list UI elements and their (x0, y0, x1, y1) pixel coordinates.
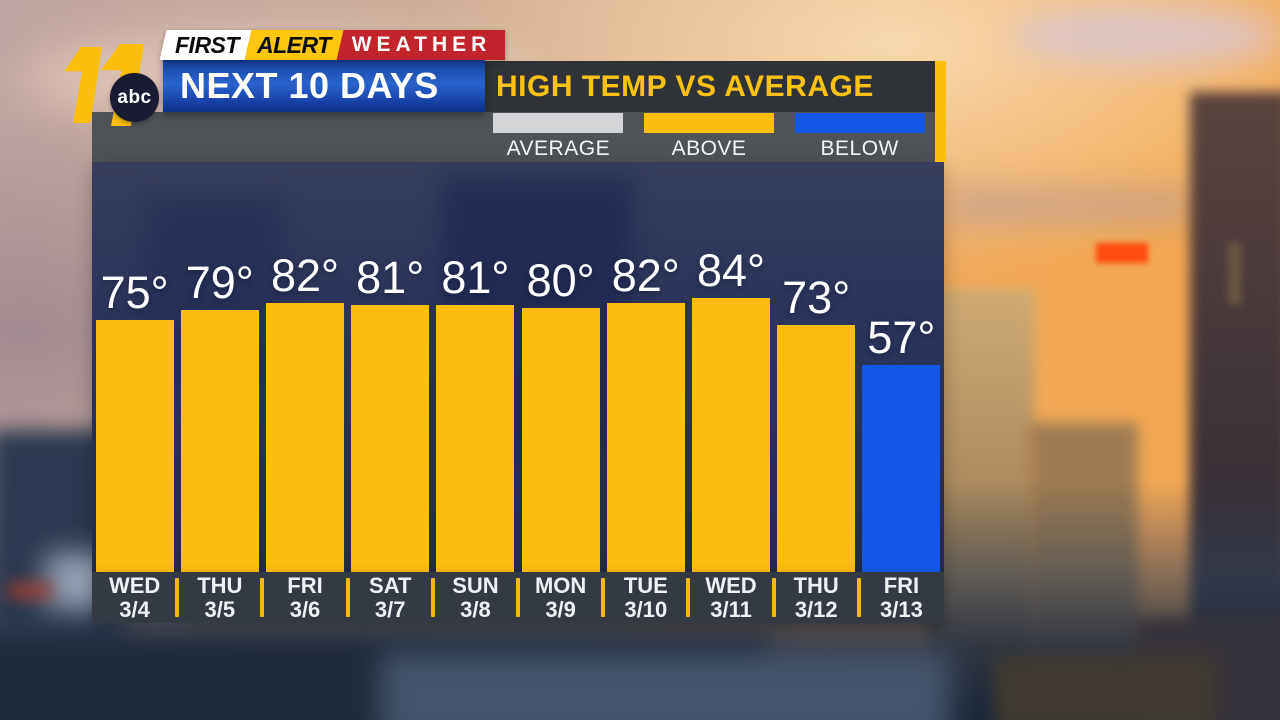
day-name: FRI (287, 573, 323, 598)
day-cell: SAT 3/7 (345, 572, 433, 623)
day-name: THU (197, 573, 243, 598)
gold-accent-bar (935, 61, 946, 162)
day-name: WED (705, 573, 757, 598)
chart-title-bar: HIGH TEMP VS AVERAGE (483, 61, 935, 112)
temp-value-label: 73° (782, 272, 851, 323)
day-date: 3/6 (289, 597, 321, 622)
banner-title: NEXT 10 DAYS (180, 65, 439, 106)
day-name: WED (108, 573, 161, 598)
temp-bar-above (436, 305, 515, 572)
day-cell: TUE 3/10 (601, 572, 688, 623)
temp-bar-above (692, 298, 770, 572)
day-date: 3/12 (794, 597, 838, 622)
day-date: 3/11 (710, 597, 752, 622)
day-date: 3/7 (374, 597, 406, 622)
legend-item: AVERAGE (483, 112, 634, 162)
day-cell: MON 3/9 (516, 572, 603, 623)
day-divider (601, 578, 606, 617)
brand-alert: ALERT (244, 30, 344, 60)
legend-item: ABOVE (634, 112, 785, 162)
day-date: 3/5 (204, 597, 236, 622)
day-date: 3/4 (119, 597, 150, 622)
first-alert-weather-banner: FIRST ALERT WEATHER (159, 30, 506, 60)
legend-label: ABOVE (671, 137, 747, 160)
red-billboard (1096, 243, 1148, 263)
day-date: 3/9 (545, 597, 576, 622)
next-10-days-banner: NEXT 10 DAYS (163, 60, 485, 112)
legend-swatch (794, 113, 925, 133)
temp-bar-above (351, 305, 430, 572)
temp-bar-above (180, 310, 259, 572)
temp-value-label: 81° (356, 252, 425, 303)
cloud (950, 185, 1190, 227)
legend-swatch (493, 113, 624, 133)
day-divider (345, 578, 350, 617)
day-name: MON (534, 573, 587, 598)
temp-value-label: 75° (100, 267, 169, 318)
temp-value-label: 81° (441, 252, 510, 303)
legend-label: BELOW (820, 137, 899, 160)
temp-value-label: 80° (526, 255, 595, 306)
day-divider (771, 578, 776, 617)
day-cell: WED 3/11 (686, 572, 773, 623)
day-divider (260, 578, 265, 617)
temp-bar-above (521, 308, 600, 572)
day-cell: SUN 3/8 (430, 572, 518, 623)
temp-value-label: 57° (867, 312, 936, 363)
day-name: THU (793, 573, 839, 598)
temp-value-label: 84° (696, 245, 766, 296)
day-divider (856, 578, 861, 617)
day-date: 3/8 (460, 597, 491, 622)
day-divider (175, 578, 180, 617)
brand-first: FIRST (159, 30, 252, 60)
day-divider (686, 578, 691, 617)
day-name: FRI (883, 573, 920, 598)
legend-label: AVERAGE (506, 137, 611, 160)
day-axis: WED 3/4 THU 3/5 FRI 3/6 SAT 3/7 SUN 3/8 MON 3/9 TUE 3… (92, 572, 944, 623)
temp-bar-above (266, 303, 344, 572)
day-cell: FRI 3/6 (260, 572, 347, 623)
day-name: SUN (452, 573, 499, 598)
brand-weather: WEATHER (335, 30, 506, 60)
temp-value-label: 79° (185, 257, 254, 308)
day-date: 3/10 (624, 597, 668, 622)
chart-plot-area: 75° 79° 82° 81° 81° 80° 82° 84° 73° 57° (92, 162, 944, 572)
temp-value-label: 82° (270, 250, 340, 301)
cloud (1010, 4, 1280, 68)
building-silhouette (995, 655, 1215, 720)
legend-item: BELOW (784, 112, 935, 162)
abc-network-logo: abc (110, 73, 159, 122)
building-silhouette (380, 652, 950, 720)
day-cell: WED 3/4 (92, 572, 177, 623)
building-silhouette (1228, 243, 1241, 305)
day-cell: FRI 3/13 (856, 572, 944, 623)
day-name: SAT (369, 573, 412, 598)
tail-lights (8, 583, 52, 598)
day-cell: THU 3/12 (771, 572, 859, 623)
day-divider (430, 578, 435, 617)
chart-legend: AVERAGE ABOVE BELOW (483, 112, 935, 162)
temp-value-label: 82° (611, 250, 680, 301)
temp-bar-below (862, 365, 941, 572)
day-divider (516, 578, 521, 617)
day-name: TUE (623, 573, 668, 598)
temp-bar-above (777, 325, 856, 572)
day-cell: THU 3/5 (175, 572, 262, 623)
chart-title: HIGH TEMP VS AVERAGE (496, 70, 874, 103)
temp-bar-above (606, 303, 685, 572)
temp-bar-above (95, 320, 174, 572)
day-date: 3/13 (880, 597, 923, 622)
legend-swatch (644, 113, 774, 133)
